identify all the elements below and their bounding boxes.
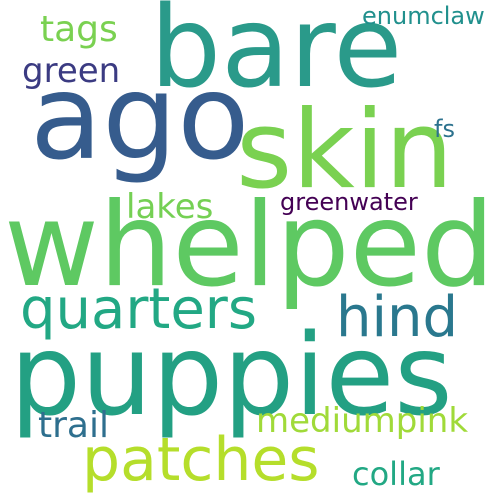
word-enumclaw: enumclaw (362, 2, 485, 30)
word-tags: tags (40, 9, 118, 50)
word-hind: hind (336, 285, 459, 350)
word-quarters: quarters (20, 277, 257, 342)
word-fs: fs (434, 115, 455, 143)
word-green: green (22, 51, 121, 91)
word-lakes: lakes (126, 187, 214, 227)
word-bare: bare (150, 0, 403, 113)
word-patches: patches (82, 425, 320, 495)
word-trail: trail (38, 405, 109, 446)
word-puppies: puppies (10, 311, 453, 441)
word-skin: skin (236, 88, 454, 213)
word-mediumpink: mediumpink (256, 401, 469, 441)
word-whelped: whelped (4, 178, 495, 313)
word-ago: ago (30, 48, 250, 186)
word-collar: collar (352, 455, 440, 493)
word-greenwater: greenwater (280, 188, 418, 216)
